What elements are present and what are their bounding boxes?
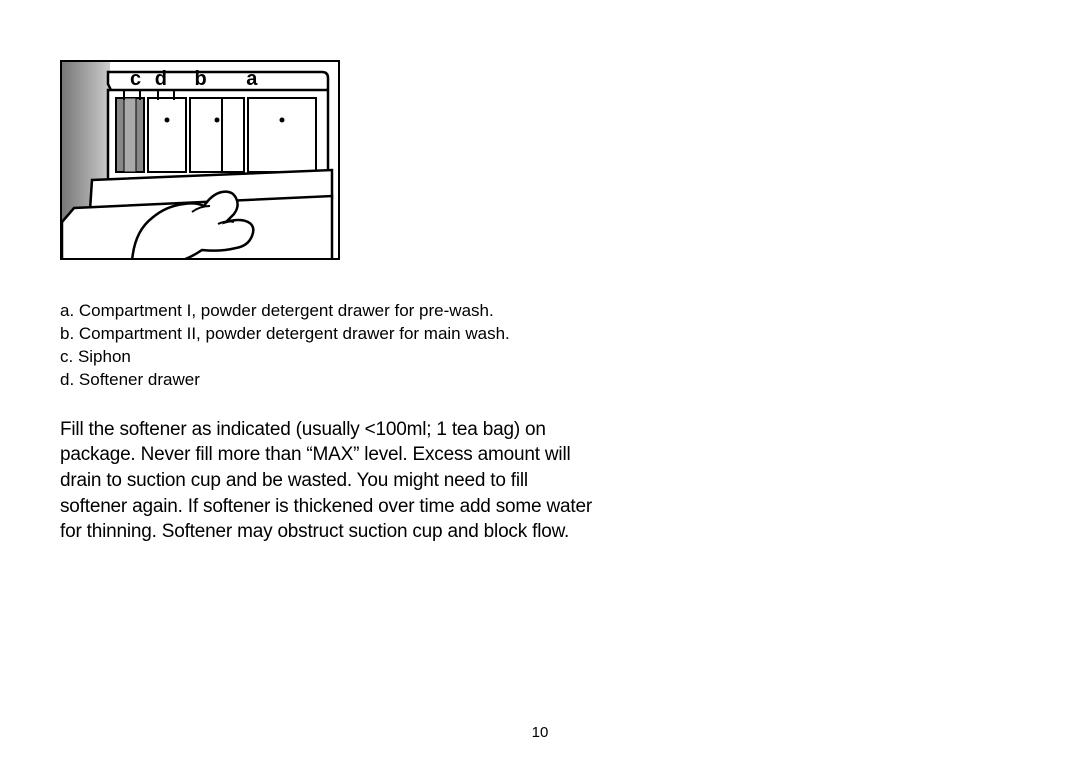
label-a: a: [246, 68, 257, 91]
instructions-text: Fill the softener as indicated (usually …: [60, 417, 600, 545]
legend-c: c. Siphon: [60, 346, 600, 369]
label-d: d: [155, 68, 167, 91]
label-c: c: [130, 68, 141, 91]
detergent-drawer-illustration: c d b a: [60, 60, 340, 260]
legend-a: a. Compartment I, powder detergent drawe…: [60, 300, 600, 323]
compartment-labels: c d b a: [130, 68, 257, 91]
legend-b: b. Compartment II, powder detergent draw…: [60, 323, 600, 346]
page-number: 10: [532, 724, 549, 741]
drawer-svg: [62, 62, 340, 260]
legend-d: d. Softener drawer: [60, 369, 600, 392]
legend-list: a. Compartment I, powder detergent drawe…: [60, 300, 600, 392]
label-b: b: [194, 68, 206, 91]
